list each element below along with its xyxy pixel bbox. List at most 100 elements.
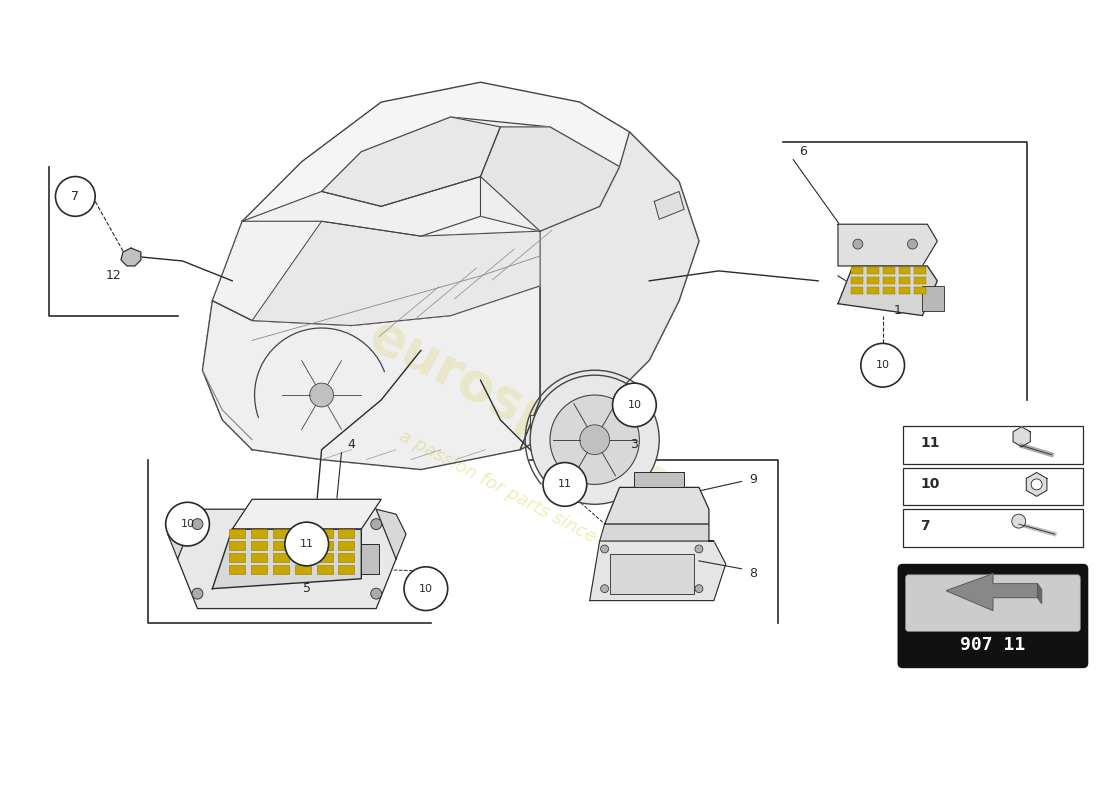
Text: 11: 11	[921, 436, 939, 450]
Circle shape	[166, 502, 209, 546]
Polygon shape	[202, 286, 540, 470]
Bar	[295, 541, 310, 550]
Bar	[339, 541, 354, 550]
Text: 12: 12	[106, 270, 121, 282]
Circle shape	[601, 545, 608, 553]
Bar	[923, 286, 944, 310]
Circle shape	[279, 354, 363, 437]
Text: 9: 9	[749, 473, 758, 486]
Bar	[585, 390, 629, 425]
FancyBboxPatch shape	[905, 574, 1080, 631]
Text: eurospares: eurospares	[361, 309, 680, 511]
Text: 7: 7	[72, 190, 79, 203]
Bar	[273, 541, 289, 550]
Polygon shape	[1037, 584, 1042, 603]
Bar	[851, 277, 862, 284]
Polygon shape	[946, 574, 1037, 610]
Circle shape	[310, 383, 333, 407]
Circle shape	[260, 334, 383, 457]
Bar	[902, 467, 1084, 506]
Bar	[295, 553, 310, 562]
Bar	[295, 529, 310, 538]
Bar	[882, 286, 894, 294]
Bar	[851, 286, 862, 294]
Circle shape	[613, 383, 657, 427]
Circle shape	[543, 462, 586, 506]
Text: 11: 11	[558, 479, 572, 490]
Bar	[899, 277, 911, 284]
Circle shape	[55, 177, 96, 216]
Bar	[899, 286, 911, 294]
Text: 10: 10	[876, 360, 890, 370]
Polygon shape	[121, 248, 141, 266]
Polygon shape	[605, 487, 708, 524]
Circle shape	[695, 545, 703, 553]
Bar	[361, 544, 379, 574]
Text: 8: 8	[749, 567, 758, 580]
Polygon shape	[212, 216, 540, 326]
Bar	[339, 529, 354, 538]
Polygon shape	[520, 132, 698, 450]
Bar	[317, 541, 332, 550]
Polygon shape	[321, 117, 500, 206]
Circle shape	[852, 239, 862, 249]
Circle shape	[530, 375, 659, 504]
Text: 10: 10	[921, 478, 939, 491]
Text: 10: 10	[627, 400, 641, 410]
Polygon shape	[242, 177, 481, 236]
Bar	[851, 267, 862, 274]
Bar	[273, 565, 289, 574]
Circle shape	[1031, 479, 1042, 490]
Polygon shape	[167, 510, 198, 559]
Text: 11: 11	[299, 539, 314, 549]
Text: 6: 6	[800, 146, 807, 158]
Circle shape	[1012, 514, 1025, 528]
Bar	[317, 529, 332, 538]
Polygon shape	[376, 510, 406, 559]
Circle shape	[192, 588, 202, 599]
Bar	[229, 529, 245, 538]
Polygon shape	[838, 224, 937, 266]
Text: 3: 3	[630, 438, 638, 451]
Bar	[251, 541, 267, 550]
Circle shape	[695, 585, 703, 593]
Polygon shape	[590, 541, 726, 601]
Polygon shape	[838, 266, 937, 315]
Bar	[229, 565, 245, 574]
Bar	[229, 541, 245, 550]
Bar	[317, 553, 332, 562]
FancyBboxPatch shape	[899, 565, 1087, 667]
Text: 7: 7	[921, 519, 929, 533]
Bar	[914, 286, 926, 294]
Text: 2: 2	[198, 508, 207, 521]
Bar	[295, 565, 310, 574]
Polygon shape	[481, 127, 619, 231]
Bar	[229, 553, 245, 562]
Bar	[867, 267, 879, 274]
Circle shape	[601, 585, 608, 593]
Polygon shape	[202, 82, 698, 470]
Circle shape	[908, 239, 917, 249]
Circle shape	[550, 395, 639, 485]
Bar	[339, 565, 354, 574]
Polygon shape	[177, 510, 396, 609]
Polygon shape	[252, 222, 540, 326]
Circle shape	[580, 425, 609, 454]
Polygon shape	[232, 499, 382, 529]
Bar	[317, 565, 332, 574]
Bar	[902, 510, 1084, 547]
Bar	[882, 267, 894, 274]
Text: 5: 5	[302, 582, 310, 595]
Bar	[867, 286, 879, 294]
Bar	[867, 277, 879, 284]
Polygon shape	[1026, 473, 1047, 496]
Circle shape	[861, 343, 904, 387]
Polygon shape	[321, 117, 619, 236]
Text: 1: 1	[893, 304, 902, 317]
Bar	[914, 277, 926, 284]
Bar	[273, 529, 289, 538]
Bar	[914, 267, 926, 274]
Bar	[251, 529, 267, 538]
Text: 907 11: 907 11	[960, 636, 1025, 654]
Bar	[530, 415, 580, 450]
